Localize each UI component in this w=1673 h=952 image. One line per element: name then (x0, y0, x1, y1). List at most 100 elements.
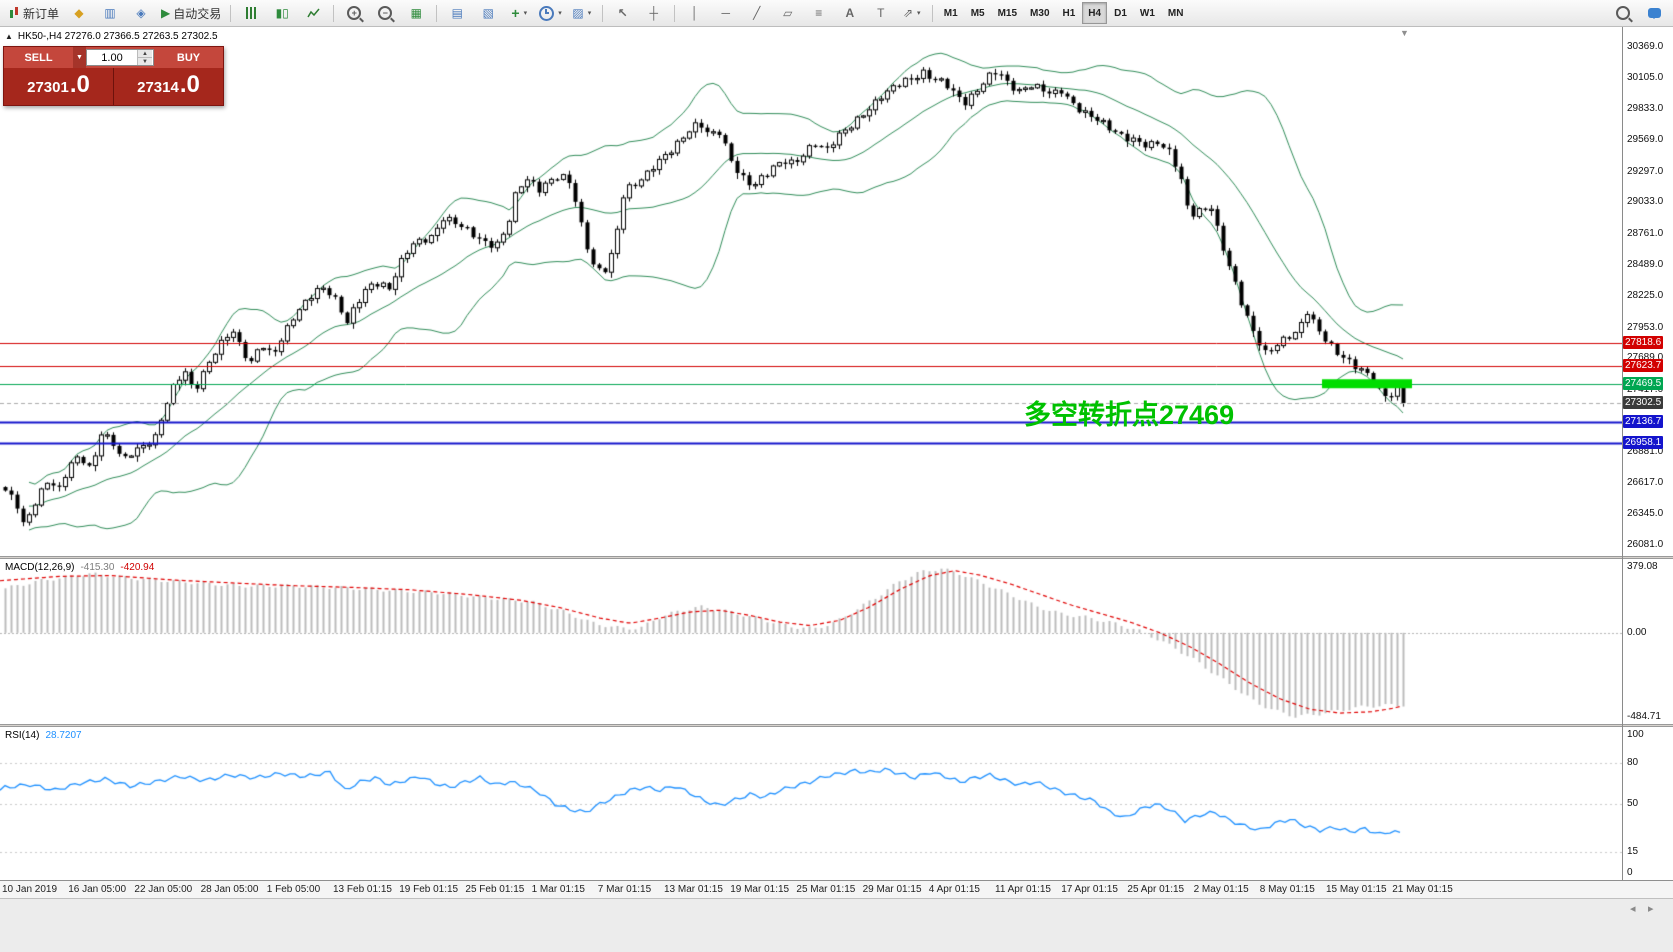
crosshair-tool-button[interactable]: ┼ (639, 1, 669, 25)
rsi-panel-canvas[interactable] (0, 727, 1622, 880)
time-axis-label: 25 Mar 01:15 (796, 884, 856, 895)
price-scale-tick: 27689.0 (1627, 352, 1664, 364)
time-axis-label: 13 Mar 01:15 (664, 884, 723, 895)
time-axis-label: 10 Jan 2019 (2, 884, 58, 895)
time-axis-label: 8 May 01:15 (1259, 884, 1315, 895)
new-order-button[interactable]: 新订单 (4, 1, 63, 25)
order-type-dropdown[interactable]: ▼ (73, 47, 86, 68)
price-level-tag: 27469.5 (1623, 376, 1664, 390)
timeframe-m15-button[interactable]: M15 (997, 7, 1018, 19)
price-chart-canvas[interactable] (0, 27, 1622, 556)
search-button[interactable] (1608, 1, 1638, 25)
time-axis-label: 13 Feb 01:15 (333, 884, 392, 895)
chat-button[interactable] (1639, 1, 1669, 25)
rsi-value: 28.7207 (45, 730, 82, 741)
lot-size-input[interactable] (87, 50, 137, 65)
sell-price-frac: .0 (69, 71, 90, 98)
timeframe-m30-button[interactable]: M30 (1030, 7, 1050, 19)
template-button[interactable]: ▨ ▾ (567, 1, 597, 25)
horizontal-line-tool-button[interactable]: ─ (711, 1, 741, 25)
scroll-right-icon[interactable]: ▸ (1648, 903, 1654, 915)
buy-button[interactable]: BUY (176, 51, 201, 64)
timeframe-w1-button[interactable]: W1 (1139, 7, 1155, 19)
price-scale-border (1622, 27, 1623, 880)
horizontal-line-icon: ─ (721, 6, 731, 20)
chevron-down-icon: ▾ (917, 10, 921, 17)
tile-windows-icon: ▤ (451, 6, 463, 20)
rsi-label: RSI(14) 28.7207 (5, 730, 82, 741)
grid-button[interactable]: ▦ (401, 1, 431, 25)
time-axis-label: 28 Jan 05:00 (200, 884, 259, 895)
cursor-tool-button[interactable]: ↖ (608, 1, 638, 25)
search-icon (1616, 6, 1630, 20)
panel-separator[interactable] (0, 724, 1673, 727)
tile-windows-button[interactable]: ▤ (442, 1, 472, 25)
macd-panel-canvas[interactable] (0, 559, 1622, 724)
time-axis-label: 17 Apr 01:15 (1061, 884, 1118, 895)
time-axis[interactable]: 10 Jan 2019 16 Jan 05:00 22 Jan 05:00 28 Ja… (0, 880, 1673, 898)
chevron-down-icon: ▾ (523, 10, 528, 17)
zoom-out-button[interactable]: − (370, 1, 400, 25)
time-axis-label: 21 May 01:15 (1392, 884, 1453, 895)
arrows-tool-icon: ⇗ (902, 6, 914, 20)
new-order-icon (8, 6, 20, 20)
cascade-windows-button[interactable]: ▧ (473, 1, 503, 25)
price-level-tag: 27818.6 (1623, 336, 1664, 350)
lot-size-stepper: ▲ ▼ (137, 50, 152, 65)
time-axis-label: 25 Feb 01:15 (465, 884, 525, 895)
time-axis-label: 15 May 01:15 (1326, 884, 1387, 895)
sell-price-button[interactable]: 27301 .0 (4, 68, 113, 105)
chart-window: ▲ HK50-,H4 27276.0 27366.5 27263.5 27302… (0, 27, 1673, 898)
timeframe-menu-button[interactable]: ▾ (535, 1, 566, 25)
autotrade-label: 自动交易 (173, 6, 222, 21)
chevron-down-icon: ▼ (76, 54, 83, 61)
timeframe-m1-button[interactable]: M1 (943, 7, 958, 19)
trendline-tool-button[interactable]: ╱ (742, 1, 772, 25)
channel-tool-button[interactable]: ▱ (773, 1, 803, 25)
market-watch-button[interactable]: ◆ (64, 1, 94, 25)
time-axis-label: 22 Jan 05:00 (134, 884, 193, 895)
chart-annotation: 多空转折点27469 (1024, 400, 1235, 430)
timeframe-d1-button[interactable]: D1 (1114, 7, 1127, 19)
stepper-down-icon[interactable]: ▼ (138, 58, 152, 65)
chart-shift-marker[interactable]: ▼ (1400, 28, 1409, 38)
add-indicator-button[interactable]: + ▾ (504, 1, 534, 25)
price-scale-tick: 30105.0 (1627, 71, 1664, 83)
text-tool-button[interactable]: A (835, 1, 865, 25)
timeframe-h4-button[interactable]: H4 (1082, 2, 1108, 24)
time-axis-label: 25 Apr 01:15 (1127, 884, 1185, 895)
autotrade-play-icon: ▶ (161, 6, 171, 20)
label-tool-button[interactable]: T (866, 1, 896, 25)
cursor-icon: ↖ (617, 6, 628, 20)
price-scale[interactable]: 30369.0 30105.0 29833.0 29569.0 29297.0 29033… (1622, 27, 1673, 880)
data-window-button[interactable]: ▥ (95, 1, 125, 25)
price-level-tag: 27302.5 (1623, 396, 1664, 410)
timeframe-mn-button[interactable]: MN (1167, 7, 1184, 19)
stepper-up-icon[interactable]: ▲ (138, 50, 152, 58)
navigator-button[interactable]: ◈ (126, 1, 156, 25)
timeframe-m5-button[interactable]: M5 (970, 7, 985, 19)
label-tool-icon: T (877, 6, 885, 20)
time-axis-label: 29 Mar 01:15 (862, 884, 922, 895)
buy-price-button[interactable]: 27314 .0 (114, 68, 223, 105)
price-scale-tick: 28225.0 (1627, 290, 1664, 301)
rsi-scale-tick: 50 (1627, 798, 1639, 809)
chart-info-line: ▲ HK50-,H4 27276.0 27366.5 27263.5 27302… (5, 31, 218, 42)
bar-chart-button[interactable] (236, 1, 266, 25)
text-tool-icon: A (845, 6, 855, 20)
zoom-in-button[interactable]: + (339, 1, 369, 25)
new-order-label: 新订单 (23, 6, 60, 21)
status-bar: ◂ ▸ (0, 898, 1673, 952)
scroll-left-icon[interactable]: ◂ (1630, 903, 1636, 915)
vertical-line-tool-button[interactable]: │ (680, 1, 710, 25)
autotrade-button[interactable]: ▶ 自动交易 (157, 1, 225, 25)
timeframe-h1-button[interactable]: H1 (1062, 7, 1076, 19)
line-chart-button[interactable] (298, 1, 328, 25)
panel-separator[interactable] (0, 556, 1673, 559)
candlestick-chart-button[interactable]: ▮▯ (267, 1, 297, 25)
one-click-toggle-icon[interactable]: ▲ (5, 32, 13, 41)
fibonacci-tool-button[interactable]: ≡ (804, 1, 834, 25)
sell-button[interactable]: SELL (24, 51, 53, 64)
price-scale-tick: 28761.0 (1627, 227, 1664, 239)
arrows-tool-button[interactable]: ⇗ ▾ (897, 1, 927, 25)
